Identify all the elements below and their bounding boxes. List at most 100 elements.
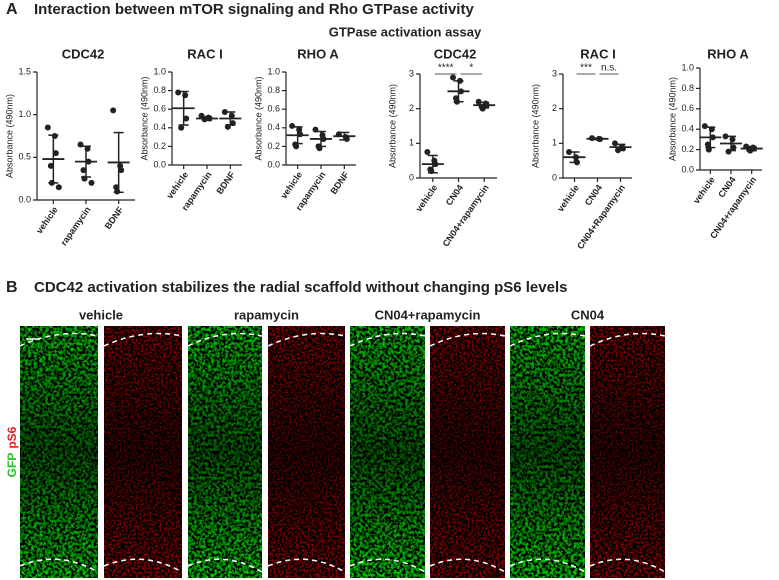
data-point (722, 133, 729, 140)
y-tick-label: 1 (552, 138, 557, 148)
y-axis-label: Absorbance (490nm) (253, 76, 263, 160)
data-point (612, 140, 618, 147)
channel-name: pS6 (5, 426, 19, 448)
y-tick-label: 0.4 (681, 124, 694, 134)
y-tick-label: 0.0 (153, 159, 166, 169)
condition-label: CN04+rapamycin (375, 307, 481, 322)
micrograph-shade (590, 326, 665, 578)
y-tick-label: 0 (552, 172, 557, 182)
tissue-edge (267, 558, 346, 573)
data-point (52, 150, 59, 157)
micrograph-shade (268, 326, 345, 578)
condition-label: rapamycin (234, 307, 299, 322)
significance-label: **** (438, 63, 454, 74)
data-point (701, 123, 708, 130)
tissue-edge (589, 332, 666, 347)
y-tick-label: 1.0 (153, 66, 166, 76)
data-point (175, 89, 182, 96)
y-tick-label: 1.0 (267, 66, 280, 76)
tissue-edge (349, 332, 426, 347)
data-point (566, 149, 572, 155)
x-tick-label: BDNF (103, 204, 126, 231)
y-axis-label: Absorbance (490nm) (387, 84, 397, 168)
y-tick-label: 0.8 (267, 85, 280, 95)
y-tick-label: 0.6 (153, 104, 166, 114)
y-tick-label: 0.2 (681, 144, 694, 154)
x-tick-label: vehicle (691, 175, 717, 206)
tissue-edge (103, 332, 183, 347)
tissue-edge (19, 558, 99, 573)
y-tick-label: 0.6 (681, 103, 694, 113)
tissue-edge (349, 558, 426, 573)
x-tick-label: CN04+Rapamycin (575, 183, 627, 251)
chart: RAC I Absorbance (490nm) 0 1 2 3 vehicle CN04CN… (530, 46, 632, 251)
y-tick-label: 0.8 (153, 85, 166, 95)
y-tick-label: 0.2 (267, 141, 280, 151)
tissue-edge (187, 332, 263, 347)
tissue-edge (267, 332, 346, 347)
chart: RHO A Absorbance (490nm) 0.0 0.2 0.4 0.6 0.8 1.… (667, 46, 763, 241)
data-point (47, 162, 54, 169)
data-point (80, 167, 87, 174)
tissue-edge (509, 558, 586, 573)
micrographs: vehicle rapamycin CN04+rapamycin CN04 50um GF… (5, 307, 666, 578)
y-tick-label: 2 (409, 103, 414, 113)
y-tick-label: 1 (409, 138, 414, 148)
y-tick-label: 0.4 (153, 122, 166, 132)
x-tick-label: CN04+rapamycin (441, 183, 491, 249)
x-tick-label: BDNF (214, 169, 237, 196)
data-point (44, 124, 51, 131)
tissue-edge (509, 332, 586, 347)
data-point (221, 108, 228, 115)
tissue-edge (187, 558, 263, 573)
y-tick-label: 0 (409, 172, 414, 182)
condition-label: CN04 (571, 307, 605, 322)
panel-title: CDC42 activation stabilizes the radial s… (34, 279, 567, 296)
tissue-edge (19, 332, 99, 347)
x-tick-label: CN04 (583, 183, 604, 208)
y-tick-label: 0.5 (18, 152, 31, 162)
x-tick-label: rapamycin (59, 205, 93, 248)
micrograph-shade (188, 326, 262, 578)
data-point (704, 141, 711, 148)
chart-title: RHO A (707, 46, 749, 61)
tissue-edge (589, 558, 666, 573)
channel-name: GFP (5, 453, 19, 478)
data-point (118, 167, 125, 174)
data-point (183, 115, 190, 122)
data-point (110, 107, 117, 114)
y-axis-label: Absorbance (490nm) (139, 76, 149, 160)
y-tick-label: 3 (552, 68, 557, 78)
micrograph-shade (430, 326, 505, 578)
panel-title: Interaction between mTOR signaling and R… (34, 1, 474, 18)
y-tick-label: 2 (552, 103, 557, 113)
y-tick-label: 1.5 (18, 66, 31, 76)
y-tick-label: 0.2 (153, 141, 166, 151)
data-point (289, 122, 296, 129)
chart: RHO A Absorbance (490nm) 0.0 0.2 0.4 0.6 0.8 1.… (253, 46, 356, 212)
chart-title: CDC42 (62, 46, 105, 61)
scale-bar-label: 50um (26, 330, 44, 337)
y-tick-label: 0.0 (681, 164, 694, 174)
data-point (730, 144, 737, 151)
chart-title: RAC I (187, 46, 222, 61)
y-tick-label: 0.0 (267, 159, 280, 169)
y-tick-label: 1.0 (681, 62, 694, 72)
condition-label: vehicle (79, 307, 123, 322)
chart-title: RAC I (580, 46, 615, 61)
y-axis-label: Absorbance (490nm) (667, 77, 677, 161)
micrograph-shade (350, 326, 425, 578)
data-point (475, 98, 482, 105)
data-point (88, 179, 95, 186)
micrograph-shade (510, 326, 585, 578)
y-axis-label: Absorbance (490nm) (530, 84, 540, 168)
panel-subtitle: GTPase activation assay (329, 24, 482, 39)
significance-label: * (469, 63, 473, 74)
data-point (293, 143, 300, 150)
tissue-edge (429, 558, 506, 573)
chart: CDC42 Absorbance (490nm) 0.0 0.5 1.0 1.5 vehic… (4, 46, 135, 247)
chart-title: RHO A (297, 46, 339, 61)
data-point (55, 184, 62, 191)
y-tick-label: 0.6 (267, 104, 280, 114)
